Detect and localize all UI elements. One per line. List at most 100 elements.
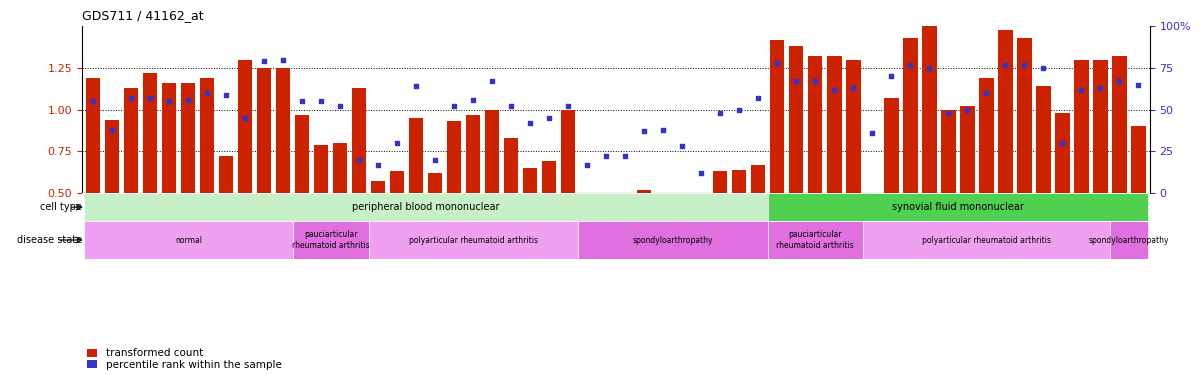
Point [881, 74, 901, 80]
Point [312, 98, 331, 104]
Bar [1112, 56, 1127, 193]
Point [825, 87, 844, 93]
Bar [1110, 221, 1147, 259]
Point [197, 90, 217, 96]
Point [141, 95, 160, 101]
Bar [600, 193, 614, 242]
Point [863, 130, 883, 136]
Point [635, 128, 654, 134]
Point [976, 90, 996, 96]
Point [749, 95, 768, 101]
Point [957, 106, 976, 112]
Bar [219, 156, 234, 193]
Bar [675, 193, 690, 213]
Point [844, 85, 863, 91]
Point [293, 98, 312, 104]
Bar [353, 88, 366, 193]
Bar [751, 165, 766, 193]
Bar [429, 173, 442, 193]
Point [805, 78, 825, 84]
Point [83, 98, 102, 104]
Bar [922, 20, 937, 193]
Point [1034, 65, 1054, 71]
Point [1072, 87, 1091, 93]
Bar [124, 88, 138, 193]
Bar [846, 60, 861, 193]
Bar [827, 56, 842, 193]
Bar [84, 221, 293, 259]
Point [368, 162, 388, 168]
Bar [998, 30, 1013, 193]
Point [1129, 82, 1149, 88]
Point [426, 157, 445, 163]
Point [710, 110, 730, 116]
Point [920, 65, 939, 71]
Bar [618, 193, 632, 243]
Bar [1074, 60, 1088, 193]
Point [444, 104, 464, 110]
Point [539, 115, 559, 121]
Point [178, 97, 197, 103]
Bar [903, 38, 917, 193]
Bar [87, 78, 100, 193]
Point [1110, 78, 1129, 84]
Bar [768, 221, 863, 259]
Bar [200, 78, 214, 193]
Bar [1132, 126, 1145, 193]
Point [464, 97, 483, 103]
Point [673, 143, 692, 149]
Point [939, 110, 958, 116]
Point [786, 78, 805, 84]
Point [273, 57, 293, 63]
Bar [295, 115, 309, 193]
Point [692, 170, 712, 176]
Bar [695, 193, 708, 260]
Bar [637, 190, 651, 193]
Text: cell type: cell type [40, 202, 82, 212]
Point [654, 127, 673, 133]
Text: normal: normal [175, 236, 202, 244]
Point [483, 78, 502, 84]
Point [1015, 62, 1034, 68]
Bar [542, 161, 556, 193]
Bar [485, 110, 500, 193]
Bar [334, 143, 348, 193]
Bar [942, 110, 956, 193]
Bar [768, 193, 1147, 221]
Bar [368, 221, 578, 259]
Text: GDS711 / 41162_at: GDS711 / 41162_at [82, 9, 203, 22]
Bar [979, 78, 993, 193]
Bar [181, 83, 195, 193]
Text: pauciarticular
rheumatoid arthritis: pauciarticular rheumatoid arthritis [777, 230, 855, 250]
Bar [258, 68, 271, 193]
Text: peripheral blood mononuclear: peripheral blood mononuclear [352, 202, 500, 212]
Point [122, 95, 141, 101]
Point [160, 98, 179, 104]
Bar [84, 193, 768, 221]
Point [255, 58, 275, 64]
Point [388, 140, 407, 146]
Point [730, 106, 749, 112]
Bar [293, 221, 368, 259]
Bar [732, 170, 746, 193]
Bar [580, 193, 595, 250]
Bar [409, 118, 424, 193]
Bar [578, 221, 768, 259]
Point [578, 162, 597, 168]
Bar [105, 120, 119, 193]
Bar [143, 73, 158, 193]
Text: polyarticular rheumatoid arthritis: polyarticular rheumatoid arthritis [409, 236, 538, 244]
Point [1052, 140, 1072, 146]
Point [217, 92, 236, 98]
Bar [808, 56, 822, 193]
Bar [1037, 86, 1051, 193]
Bar [163, 83, 177, 193]
Point [597, 153, 616, 159]
Bar [884, 98, 898, 193]
Point [996, 62, 1015, 68]
Bar [371, 182, 385, 193]
Legend: transformed count, percentile rank within the sample: transformed count, percentile rank withi… [87, 348, 282, 370]
Bar [561, 110, 576, 193]
Bar [390, 171, 405, 193]
Bar [1055, 113, 1069, 193]
